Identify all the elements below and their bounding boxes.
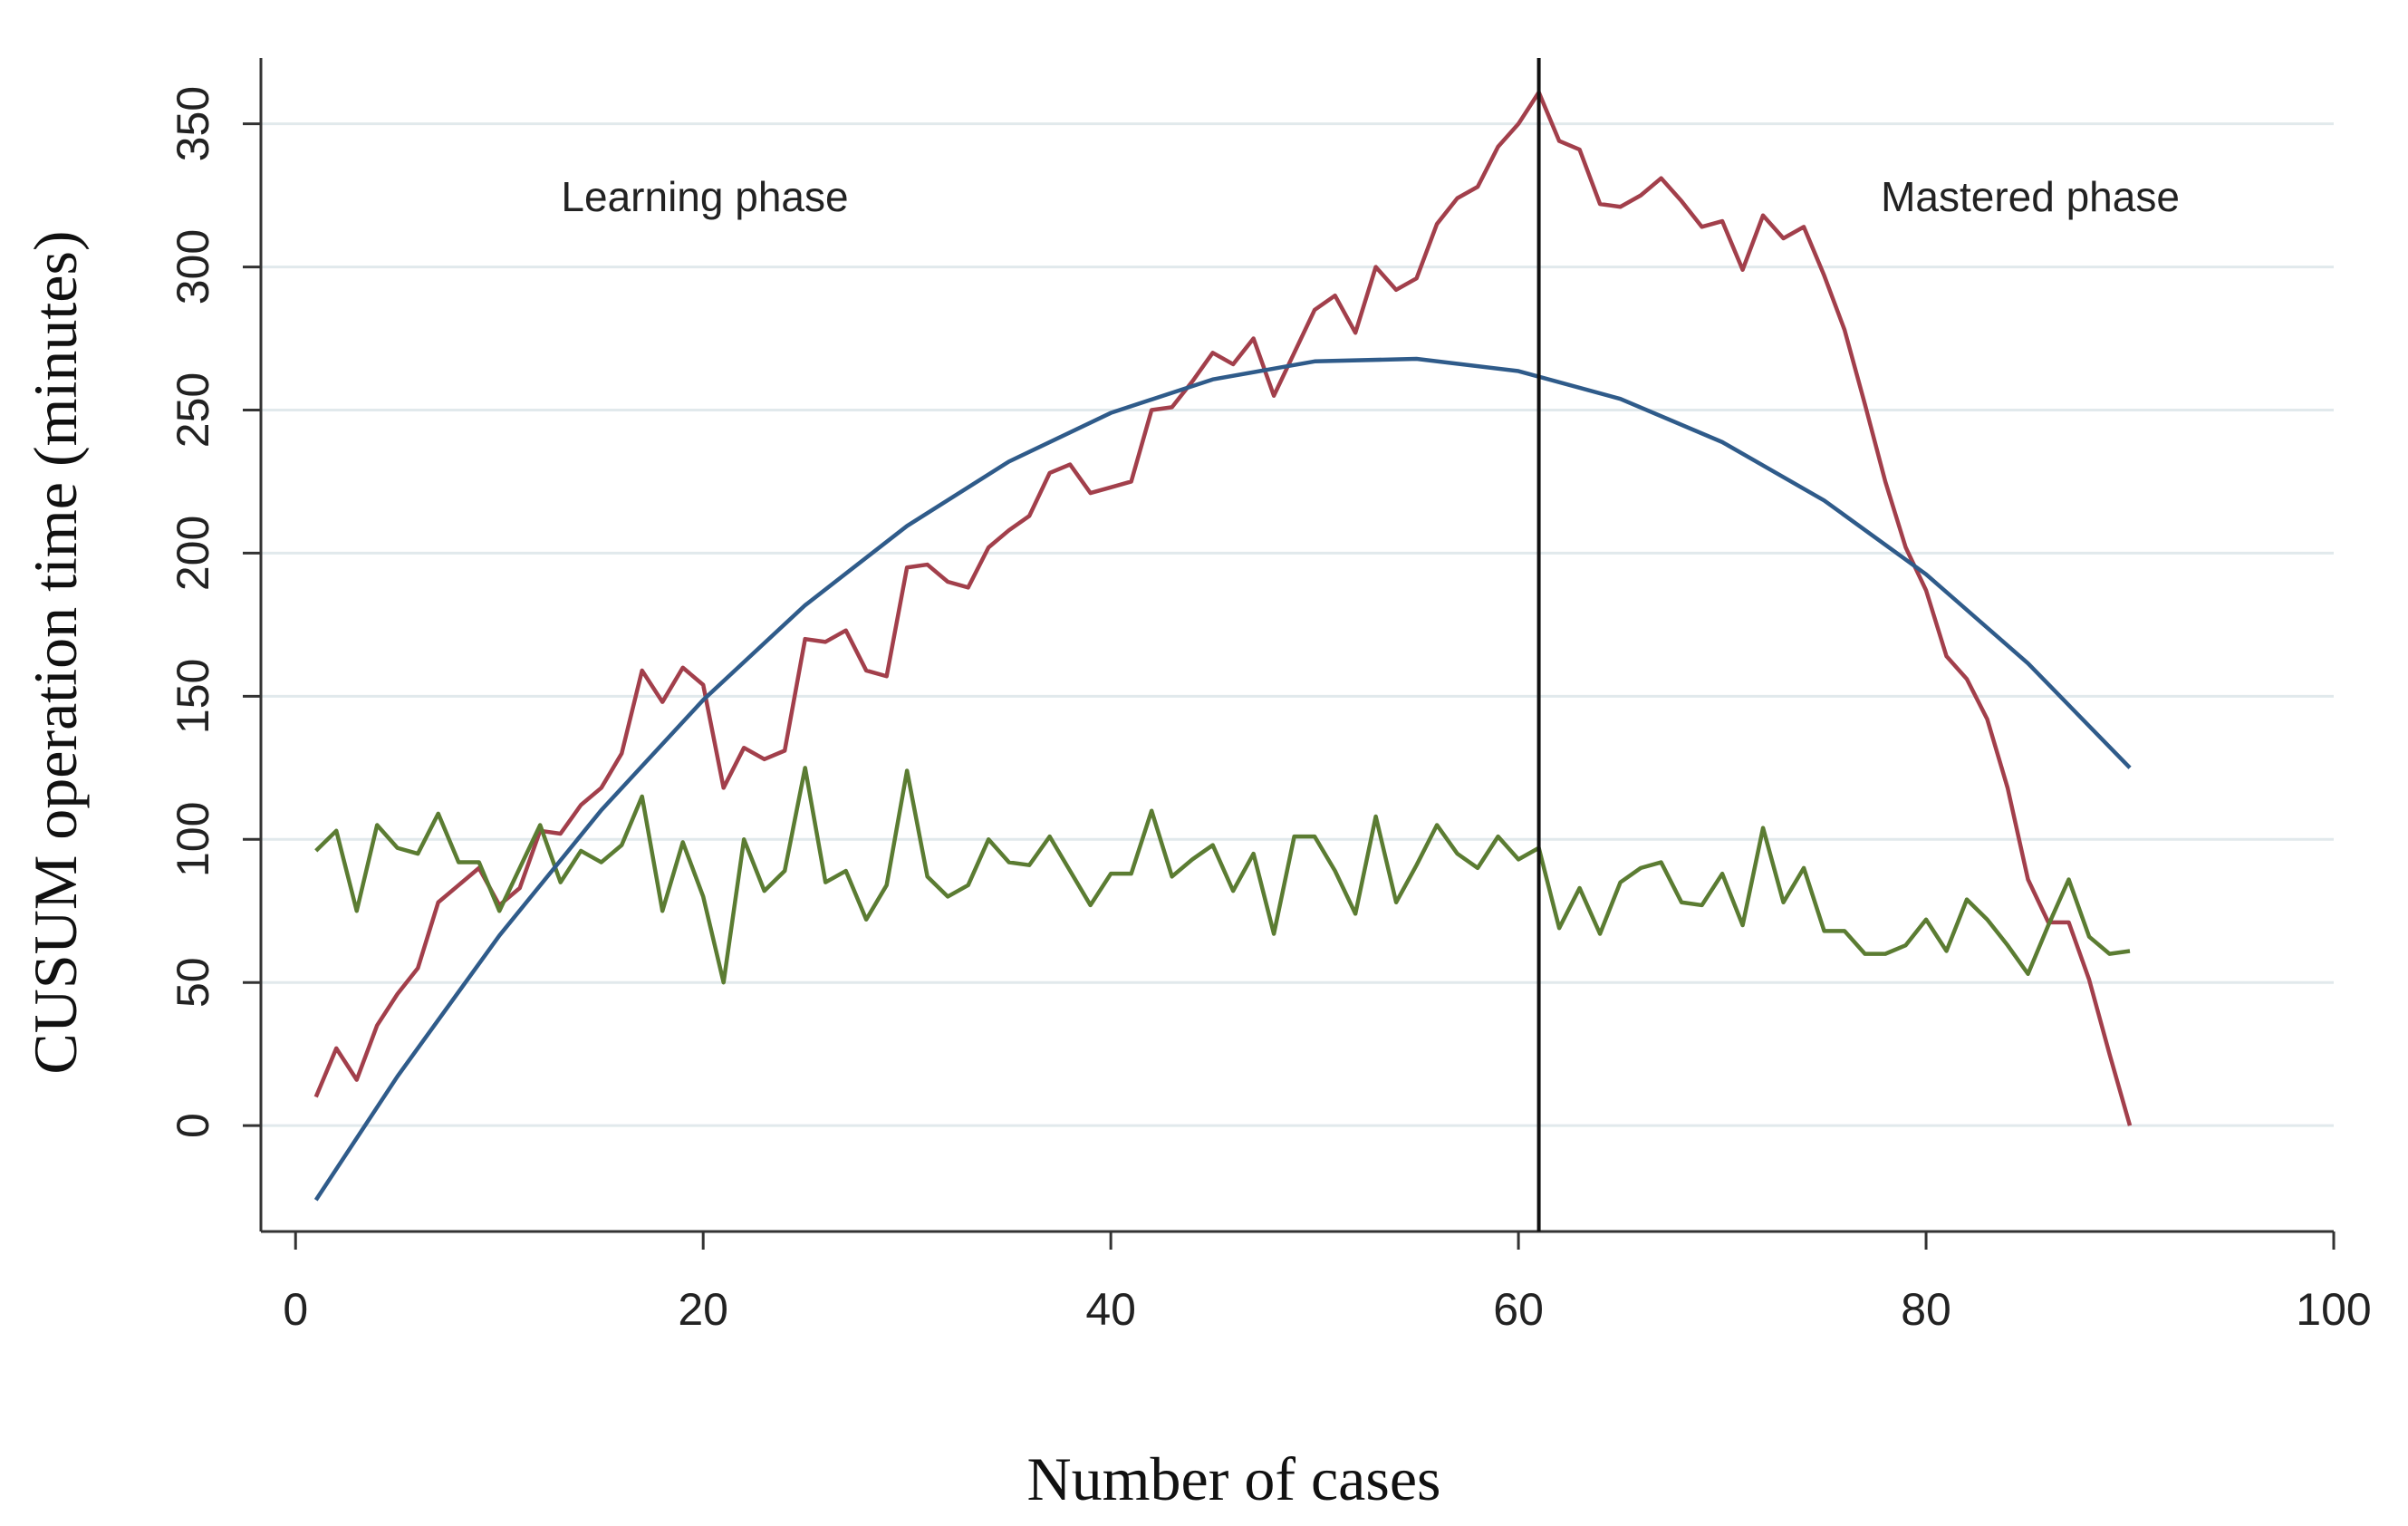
y-tick-label: 100 <box>168 802 218 877</box>
x-tick-label: 100 <box>2296 1284 2371 1335</box>
x-tick-label: 60 <box>1493 1284 1544 1335</box>
series-line <box>314 766 2131 985</box>
y-tick-label: 350 <box>168 86 218 161</box>
series-line <box>313 356 2132 1202</box>
x-tick-label: 80 <box>1901 1284 1951 1335</box>
x-tick-label: 40 <box>1085 1284 1136 1335</box>
x-axis-title: Number of cases <box>1027 1444 1441 1513</box>
series-line <box>313 90 2133 1126</box>
y-tick-label: 0 <box>168 1113 218 1138</box>
y-tick-label: 200 <box>168 516 218 591</box>
y-axis-title: CUSUM operation time (minutes) <box>21 230 90 1074</box>
annotation: Mastered phase <box>1881 173 2180 220</box>
y-tick-label: 50 <box>168 957 218 1008</box>
y-tick-label: 300 <box>168 229 218 304</box>
y-tick-label: 250 <box>168 372 218 448</box>
annotation: Learning phase <box>561 173 848 220</box>
y-tick-label: 150 <box>168 659 218 734</box>
x-tick-label: 0 <box>283 1284 308 1335</box>
x-tick-label: 20 <box>678 1284 728 1335</box>
